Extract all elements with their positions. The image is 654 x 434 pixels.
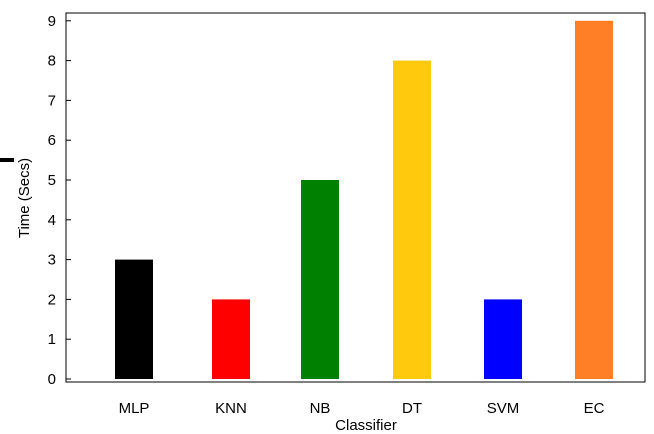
y-tick-label: 1 [48,331,56,348]
bar-mlp [115,259,153,379]
y-tick-label: 4 [48,212,56,229]
x-tick-label: KNN [215,400,247,417]
x-axis-tick-labels: MLP KNN NB DT SVM EC [119,400,605,417]
bar-knn [212,299,250,379]
bar-ec [575,20,613,380]
x-tick-label: SVM [487,400,520,417]
bars [115,20,613,380]
y-tick-label: 2 [48,291,56,308]
y-axis-tick-labels: 0 1 2 3 4 5 6 7 8 9 [48,13,56,388]
plot-frame [65,12,646,383]
y-axis-ticks [66,20,71,380]
x-tick-label: DT [402,400,422,417]
x-tick-label: NB [310,400,331,417]
bar-svm [484,299,522,379]
bar-nb [301,180,339,379]
x-axis-title: Classifier [335,417,397,434]
y-tick-label: 3 [48,252,56,269]
y-axis-title: Time (Secs) [16,158,33,238]
bar-dt [393,60,431,379]
y-tick-label: 8 [48,53,56,70]
left-edge-mark [0,158,14,162]
y-tick-label: 0 [48,371,56,388]
x-tick-label: MLP [119,400,150,417]
y-tick-label: 7 [48,92,56,109]
y-tick-label: 6 [48,132,56,149]
x-tick-label: EC [584,400,605,417]
y-tick-label: 9 [48,13,56,30]
y-tick-label: 5 [48,172,56,189]
